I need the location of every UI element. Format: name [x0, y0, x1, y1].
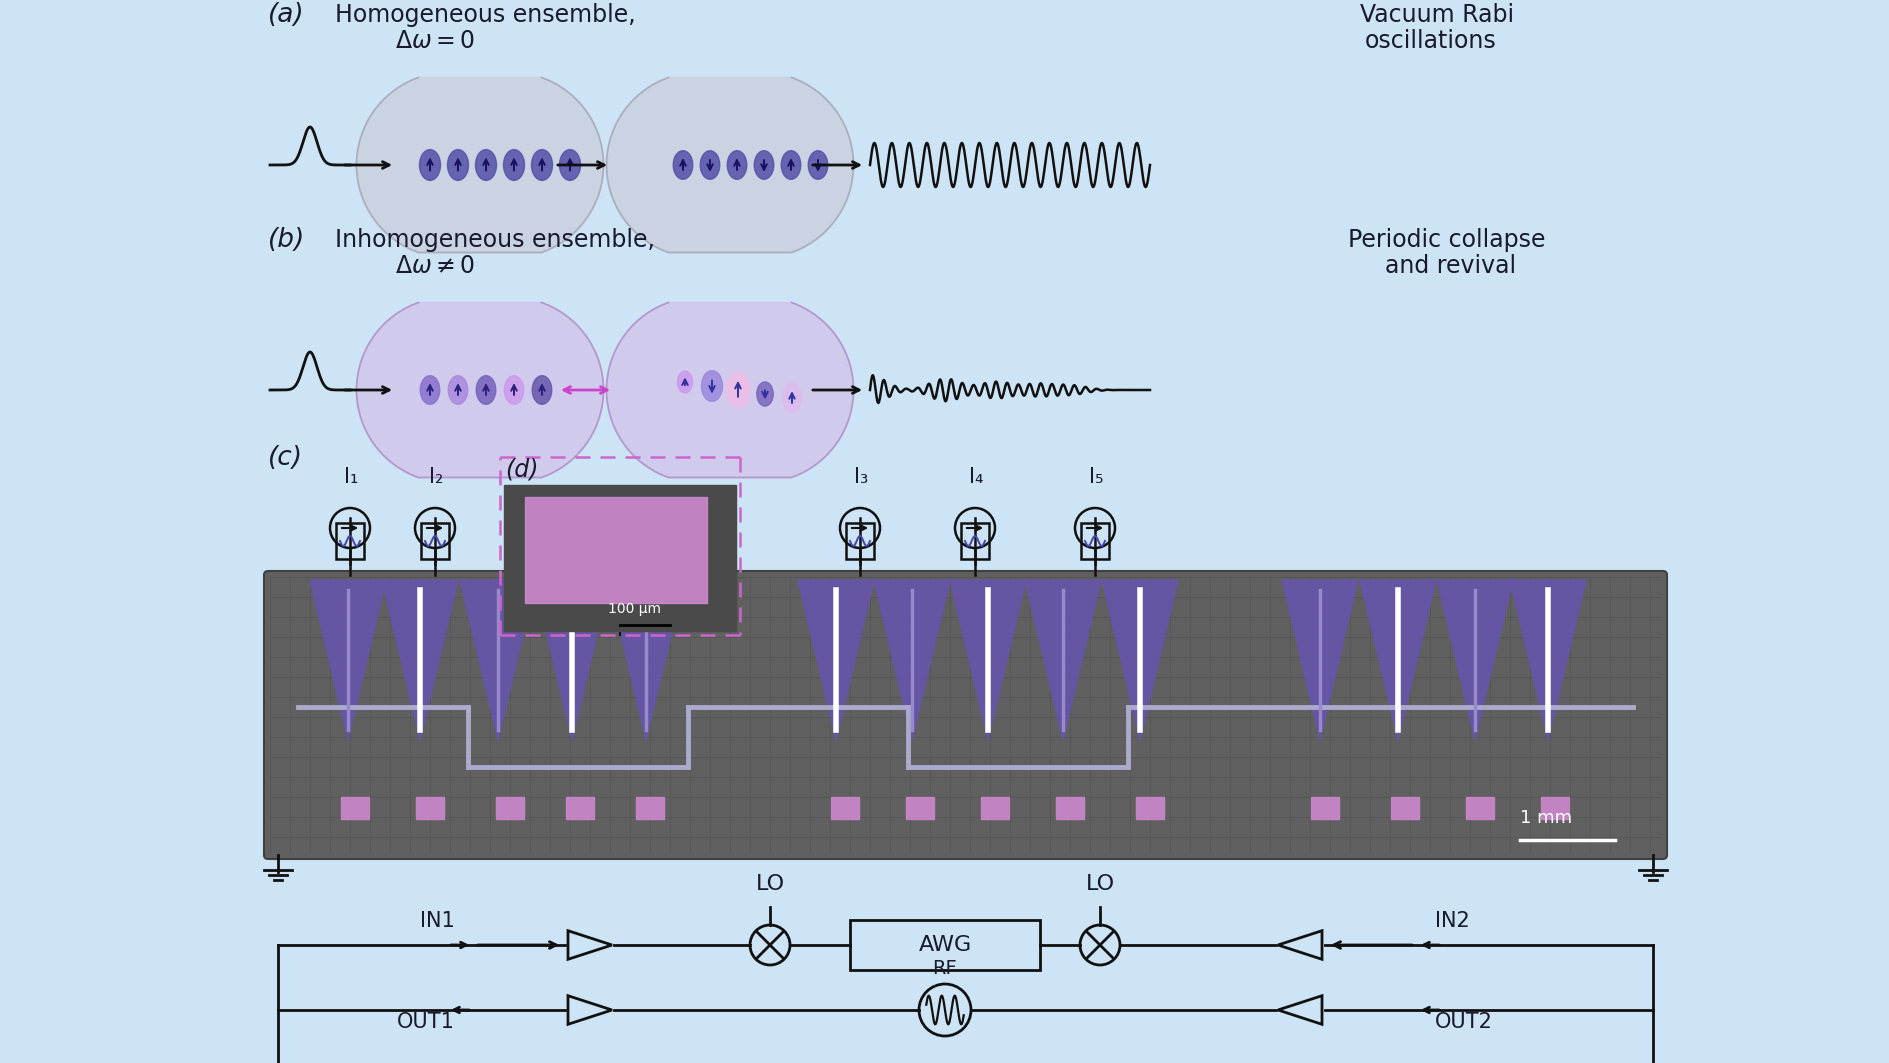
Ellipse shape: [676, 371, 691, 393]
Bar: [495, 797, 523, 819]
Ellipse shape: [725, 372, 750, 407]
Text: LO: LO: [756, 874, 784, 894]
Polygon shape: [608, 580, 684, 740]
Bar: [565, 797, 593, 819]
Text: Inhomogeneous ensemble,: Inhomogeneous ensemble,: [334, 227, 654, 252]
Bar: [416, 797, 444, 819]
Bar: [1311, 797, 1337, 819]
Text: and revival: and revival: [1385, 254, 1515, 279]
Text: (c): (c): [268, 445, 302, 471]
Polygon shape: [1509, 580, 1585, 740]
Polygon shape: [1101, 580, 1177, 740]
Text: IN1: IN1: [419, 911, 455, 931]
Ellipse shape: [448, 150, 468, 181]
Text: OUT1: OUT1: [397, 1012, 455, 1032]
Polygon shape: [950, 580, 1026, 740]
Text: $\Delta\omega = 0$: $\Delta\omega = 0$: [395, 29, 474, 53]
Ellipse shape: [419, 150, 440, 181]
Text: I₁: I₁: [344, 467, 359, 487]
Bar: [340, 797, 368, 819]
Text: LO: LO: [1084, 874, 1115, 894]
Text: $\Delta\omega \neq 0$: $\Delta\omega \neq 0$: [395, 254, 474, 279]
Text: AWG: AWG: [918, 935, 971, 955]
Bar: [960, 523, 988, 559]
Bar: [980, 797, 1009, 819]
Text: 100 μm: 100 μm: [608, 602, 661, 615]
Text: I₅: I₅: [1088, 467, 1103, 487]
Ellipse shape: [808, 151, 827, 180]
Text: I₄: I₄: [969, 467, 982, 487]
Bar: [831, 797, 858, 819]
Ellipse shape: [476, 150, 497, 181]
Bar: [1540, 797, 1568, 819]
Ellipse shape: [559, 150, 580, 181]
Polygon shape: [873, 580, 950, 740]
Bar: [1466, 797, 1492, 819]
Ellipse shape: [504, 375, 523, 404]
Polygon shape: [310, 580, 385, 740]
Text: RF: RF: [931, 959, 958, 978]
Text: Periodic collapse: Periodic collapse: [1347, 227, 1545, 252]
Polygon shape: [382, 580, 457, 740]
Polygon shape: [1281, 580, 1358, 740]
Bar: [1135, 797, 1164, 819]
Bar: [850, 919, 1039, 971]
Ellipse shape: [701, 371, 722, 402]
Polygon shape: [357, 303, 603, 477]
Ellipse shape: [727, 151, 746, 180]
Ellipse shape: [782, 384, 801, 412]
Ellipse shape: [780, 151, 801, 180]
Ellipse shape: [419, 375, 440, 404]
Text: I₃: I₃: [854, 467, 867, 487]
Bar: [1081, 523, 1109, 559]
Bar: [1390, 797, 1419, 819]
Ellipse shape: [672, 151, 693, 180]
Ellipse shape: [754, 151, 773, 180]
Polygon shape: [1436, 580, 1513, 740]
Ellipse shape: [476, 375, 495, 404]
Bar: [905, 797, 933, 819]
Bar: [525, 497, 706, 603]
Bar: [637, 797, 663, 819]
Polygon shape: [797, 580, 873, 740]
Bar: [846, 523, 873, 559]
Ellipse shape: [448, 375, 467, 404]
Ellipse shape: [701, 151, 720, 180]
Text: OUT2: OUT2: [1434, 1012, 1492, 1032]
Text: (a): (a): [268, 2, 304, 28]
Ellipse shape: [533, 375, 552, 404]
Polygon shape: [459, 580, 536, 740]
Polygon shape: [1360, 580, 1436, 740]
Ellipse shape: [531, 150, 552, 181]
Text: Homogeneous ensemble,: Homogeneous ensemble,: [334, 3, 635, 27]
FancyBboxPatch shape: [264, 571, 1666, 859]
Polygon shape: [357, 78, 603, 253]
Ellipse shape: [502, 150, 525, 181]
Text: I₂: I₂: [429, 467, 444, 487]
Polygon shape: [606, 303, 854, 477]
Bar: [421, 523, 450, 559]
Text: (b): (b): [268, 227, 306, 253]
Bar: [336, 523, 365, 559]
Text: IN2: IN2: [1434, 911, 1470, 931]
Text: oscillations: oscillations: [1364, 29, 1496, 53]
Text: (d): (d): [504, 458, 538, 482]
Polygon shape: [1024, 580, 1101, 740]
Polygon shape: [535, 580, 610, 740]
Polygon shape: [606, 78, 854, 253]
Text: 1 mm: 1 mm: [1519, 809, 1572, 827]
Ellipse shape: [756, 382, 773, 406]
Bar: [1056, 797, 1084, 819]
Text: Vacuum Rabi: Vacuum Rabi: [1360, 3, 1513, 27]
Bar: [504, 485, 735, 631]
